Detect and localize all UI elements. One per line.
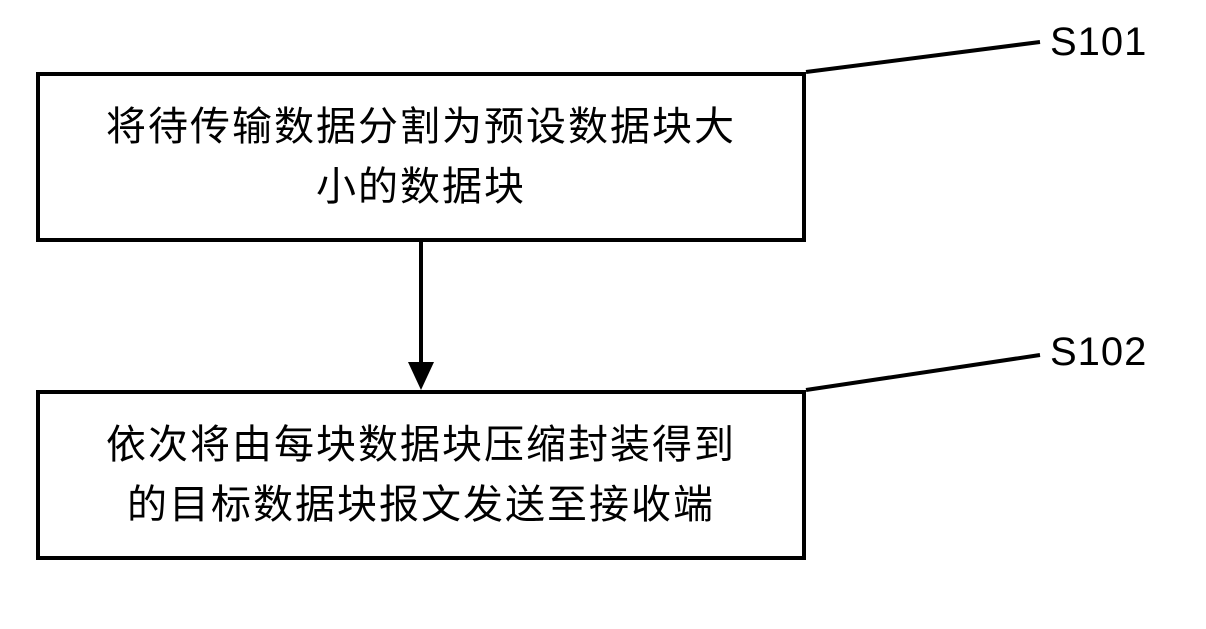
box1-line2: 小的数据块	[316, 165, 526, 209]
box-text: 依次将由每块数据块压缩封装得到 的目标数据块报文发送至接收端	[106, 415, 736, 535]
box2-line2: 的目标数据块报文发送至接收端	[127, 483, 715, 527]
flowchart-container: 将待传输数据分割为预设数据块大 小的数据块 S101 依次将由每块数据块压缩封装…	[0, 0, 1206, 629]
box2-line1: 依次将由每块数据块压缩封装得到	[106, 423, 736, 467]
flowchart-box-2: 依次将由每块数据块压缩封装得到 的目标数据块报文发送至接收端	[36, 390, 806, 560]
flowchart-box-1: 将待传输数据分割为预设数据块大 小的数据块	[36, 72, 806, 242]
box-text: 将待传输数据分割为预设数据块大 小的数据块	[106, 97, 736, 217]
box1-line1: 将待传输数据分割为预设数据块大	[106, 105, 736, 149]
step-label-2: S102	[1050, 330, 1147, 375]
step-label-1: S101	[1050, 20, 1147, 65]
